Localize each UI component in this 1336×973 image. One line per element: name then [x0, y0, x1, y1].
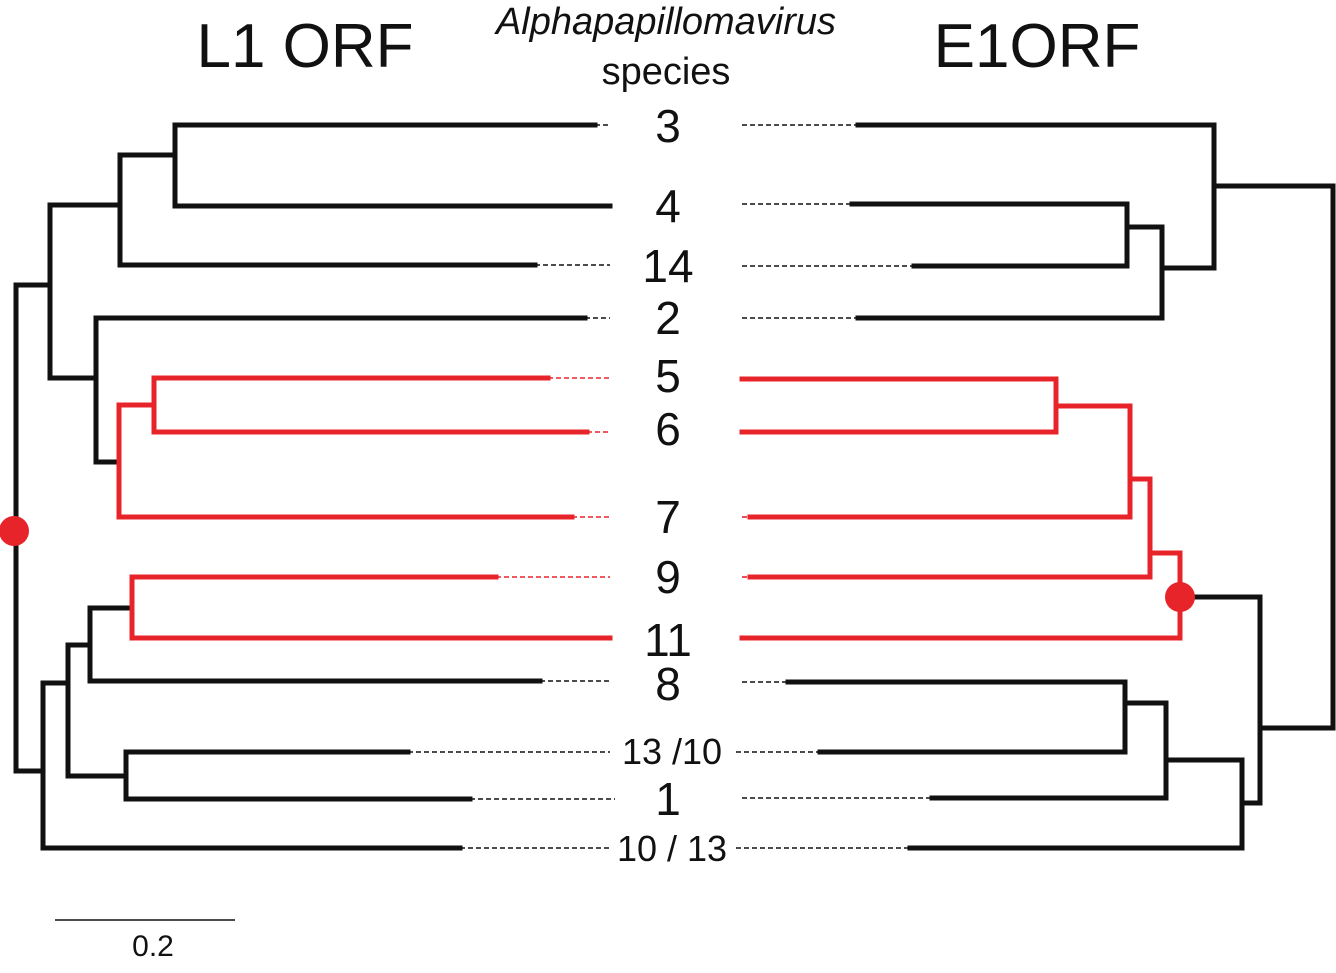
species-label: 11: [644, 614, 692, 666]
species-label: 2: [655, 292, 681, 344]
left-tree-black-branches: [13, 122, 613, 851]
species-label: 6: [655, 403, 681, 455]
left-tree-red-branches: [116, 375, 613, 641]
center-title-genus: Alphapapillomavirus: [494, 1, 836, 43]
species-label: 3: [655, 100, 681, 152]
species-label: 14: [642, 240, 693, 292]
right-tree: [739, 122, 1336, 851]
left-tree: [0, 122, 613, 851]
left-connectors: [408, 124, 615, 849]
species-label: 4: [655, 180, 681, 232]
center-title-species: species: [602, 51, 731, 93]
right-root-marker: [1165, 582, 1195, 612]
species-label: 7: [655, 491, 681, 543]
scale-bar-label: 0.2: [132, 930, 174, 963]
right-tree-red-branches: [739, 376, 1183, 641]
species-labels: 3 4 14 2 5 6 7 9 11 8 13 /10 1 10 / 13: [617, 100, 727, 869]
species-label: 1: [655, 773, 681, 825]
species-label: 9: [655, 551, 681, 603]
right-tree-title: E1ORF: [934, 12, 1141, 81]
right-tree-black-branches: [785, 122, 1336, 851]
species-label: 8: [655, 658, 681, 710]
right-connectors: [736, 124, 932, 849]
species-label: 10 / 13: [617, 828, 727, 869]
species-label: 5: [655, 350, 681, 402]
scale-bar: 0.2: [55, 919, 235, 963]
left-tree-title: L1 ORF: [196, 12, 413, 81]
left-root-marker: [0, 516, 29, 546]
species-label: 13 /10: [622, 731, 722, 772]
